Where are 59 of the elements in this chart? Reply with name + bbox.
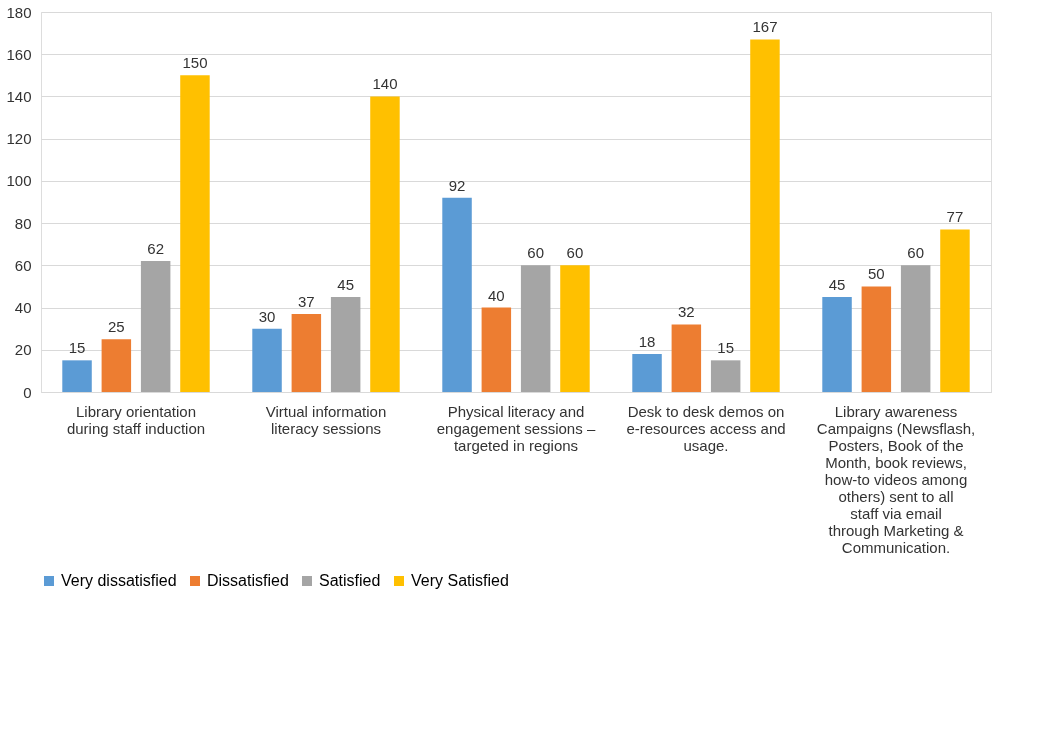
x-tick-label: Virtual information literacy sessions <box>265 402 387 437</box>
bar <box>370 96 400 392</box>
category-label: Library awareness Campaigns (Newsflash, Posters, Book of the Month, book reviews, how-to videos among others) sent to all staff via email through Marketing & Communication. <box>816 402 976 556</box>
bar <box>140 261 171 392</box>
bar <box>560 265 590 392</box>
data-label: 37 <box>298 292 315 310</box>
legend-label: Dissatisfied <box>207 572 289 589</box>
y-tick-label: 140 <box>6 87 32 105</box>
data-label: 150 <box>182 54 208 72</box>
data-label: 45 <box>337 276 354 293</box>
bar <box>252 328 282 392</box>
bar <box>671 324 702 392</box>
legend-label: Very dissatisfied <box>61 572 177 589</box>
y-tick-label: 60 <box>14 256 32 274</box>
y-tick-label: 120 <box>6 130 32 148</box>
bar <box>822 297 852 392</box>
x-tick-label: Library orientation during staff induction <box>66 402 206 437</box>
data-label: 62 <box>147 240 164 258</box>
y-tick-label: 160 <box>6 45 32 63</box>
x-tick-label: Physical literacy and engagement sessions – targeted in regions <box>436 402 596 454</box>
y-tick-label: 100 <box>6 172 32 190</box>
bar <box>291 313 322 392</box>
data-label: 15 <box>68 339 86 357</box>
data-label: 60 <box>566 244 584 262</box>
y-tick-label: 0 <box>23 383 32 401</box>
bar <box>180 75 210 392</box>
bar <box>710 360 741 392</box>
bar <box>330 297 361 392</box>
y-tick-label: 40 <box>14 299 32 317</box>
bar <box>101 339 132 392</box>
bar <box>632 354 662 392</box>
legend-label: Satisfied <box>319 572 381 589</box>
bar <box>940 229 970 392</box>
data-label: 40 <box>488 286 505 304</box>
bar <box>520 265 551 392</box>
data-label: 50 <box>868 265 885 283</box>
y-tick-label: 80 <box>14 214 32 232</box>
bar <box>900 265 931 392</box>
x-tick-label: Desk to desk demos on e-resources access and usage. <box>626 402 786 454</box>
data-label: 25 <box>108 318 125 336</box>
data-label: 92 <box>448 176 466 194</box>
y-tick-label: 20 <box>14 341 32 359</box>
data-label: 77 <box>946 208 964 226</box>
data-label: 60 <box>907 244 924 262</box>
legend-label: Very Satisfied <box>411 572 509 589</box>
data-label: 45 <box>828 276 846 293</box>
bar <box>750 39 780 392</box>
data-label: 32 <box>678 303 695 321</box>
y-tick-label: 180 <box>6 3 32 21</box>
bar <box>62 360 92 392</box>
bar <box>481 307 512 392</box>
data-label: 30 <box>258 307 276 325</box>
data-label: 140 <box>372 75 398 93</box>
bar <box>861 286 892 392</box>
data-label: 18 <box>638 333 656 350</box>
data-label: 167 <box>752 18 778 36</box>
data-label: 15 <box>717 339 734 357</box>
bar <box>442 197 472 392</box>
data-label: 60 <box>527 244 544 262</box>
